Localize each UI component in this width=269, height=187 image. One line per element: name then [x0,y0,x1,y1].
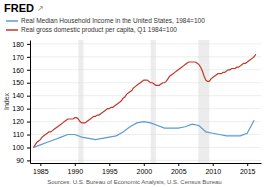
x-tick: 1985 [33,163,49,175]
grid-line [30,108,261,109]
y-tick: 150 [12,79,30,86]
x-tick-mark [144,163,145,166]
x-tick-mark [40,163,41,166]
x-tick: 2005 [171,163,187,175]
y-tick-mark [27,160,30,161]
title: FRED [4,2,34,14]
x-tick-mark [247,163,248,166]
legend-label: Real gross domestic product per capita, … [21,26,177,34]
y-tick-label: 120 [12,118,24,125]
grid-line [30,147,261,148]
series-line [33,120,254,147]
x-tick-label: 1985 [33,168,49,175]
y-tick-label: 140 [12,92,24,99]
y-axis-line [30,41,31,164]
grid-line [30,69,261,70]
y-tick-label: 180 [12,41,24,48]
y-tick-label: 170 [12,54,24,61]
y-tick: 140 [12,92,30,99]
y-tick-mark [27,57,30,58]
x-tick: 2015 [240,163,256,175]
x-tick-label: 2005 [171,168,187,175]
series-line [33,54,255,147]
grid-line [30,160,261,161]
x-tick-label: 2000 [136,168,152,175]
x-tick-label: 1995 [102,168,118,175]
y-tick-mark [27,44,30,45]
x-tick-label: 2015 [240,168,256,175]
y-tick: 180 [12,41,30,48]
x-tick-mark [109,163,110,166]
legend-swatch [6,20,18,22]
x-axis: 1985 1990 1995 2000 2005 2010 2015 [31,163,262,175]
y-tick-mark [27,135,30,136]
x-axis-line [31,163,262,164]
x-tick-mark [178,163,179,166]
y-tick-label: 160 [12,67,24,74]
y-tick-mark [27,70,30,71]
y-tick: 160 [12,67,30,74]
x-tick-mark [75,163,76,166]
y-tick-mark [27,109,30,110]
source: Sources: U.S. Bureau of Economic Analysi… [47,179,221,185]
y-axis-title: Index [3,92,10,110]
legend-item: Real gross domestic product per capita, … [6,26,177,34]
x-tick: 1995 [102,163,118,175]
grid-line [30,56,261,57]
legend-item: Real Median Household Income in the Unit… [6,17,205,24]
y-tick-mark [27,122,30,123]
icon: ↗ [37,4,44,13]
grid [30,44,261,161]
y-tick: 110 [13,131,30,138]
x-tick-mark [213,163,214,166]
y-axis: 90 100 110 120 130 140 150 160 170 180 [12,41,30,165]
y-tick-mark [27,96,30,97]
y-tick-label: 110 [13,131,24,138]
chart: FRED↗ Real Median Household Income in the… [0,0,269,187]
recession-band [198,40,209,163]
plot-area [33,40,255,163]
recession-band [151,40,156,163]
y-tick: 170 [12,54,30,61]
y-tick: 90 [16,157,30,164]
x-tick: 2010 [205,163,221,175]
y-tick-label: 100 [12,144,24,151]
legend-label: Real Median Household Income in the Unit… [21,17,205,24]
grid-line [30,134,261,135]
legend-swatch [6,29,18,31]
y-tick: 100 [12,144,30,151]
grid-line [30,82,261,83]
y-tick: 120 [12,118,30,125]
y-tick-label: 130 [12,105,24,112]
grid-line [30,95,261,96]
y-tick-mark [27,83,30,84]
y-tick-mark [27,147,30,148]
recession-band [78,40,83,163]
x-tick-label: 1990 [68,168,84,175]
x-tick: 2000 [136,163,152,175]
y-tick-label: 90 [16,157,24,164]
y-tick: 130 [12,105,30,112]
x-tick-label: 2010 [205,168,221,175]
legend: Real Median Household Income in the Unit… [6,17,205,34]
x-tick: 1990 [68,163,84,175]
grid-line [30,43,261,44]
y-tick-label: 150 [12,79,24,86]
